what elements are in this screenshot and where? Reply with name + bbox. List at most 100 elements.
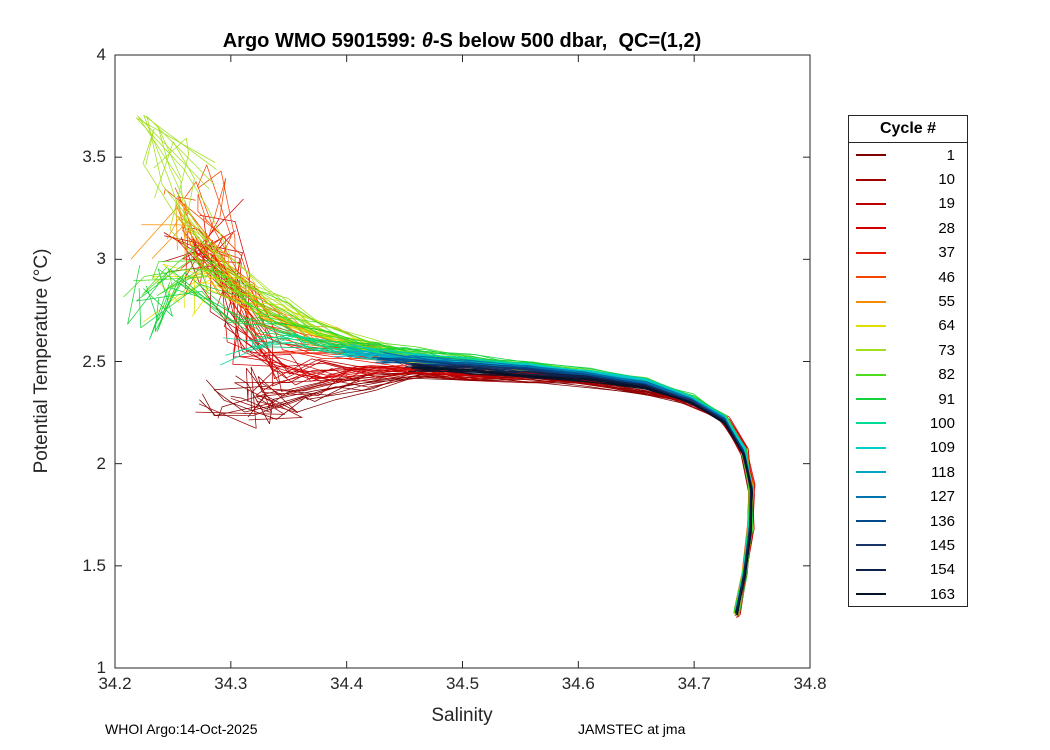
profile-line xyxy=(247,377,753,616)
y-tick-label: 4 xyxy=(96,45,106,64)
legend-entry-label: 55 xyxy=(938,293,955,311)
profile-line xyxy=(181,246,753,612)
profile-line xyxy=(143,268,752,614)
profile-line xyxy=(193,243,753,613)
x-tick-label: 34.2 xyxy=(98,674,132,693)
legend-entry-label: 100 xyxy=(929,414,955,432)
profile-line xyxy=(130,207,754,612)
profile-line xyxy=(182,225,754,615)
profile-line xyxy=(163,232,755,618)
legend-line-sample xyxy=(856,422,886,425)
legend-entry-label: 73 xyxy=(938,341,955,359)
legend-entry: 64 xyxy=(849,314,967,338)
legend-entry-label: 28 xyxy=(938,219,955,237)
profile-line xyxy=(199,214,756,615)
profile-line xyxy=(183,239,752,614)
legend-title: Cycle # xyxy=(849,116,967,143)
legend: Cycle # 1 10 19 28 37 46 55 64 73 82 91 100 109 118 12… xyxy=(848,115,968,608)
y-tick-label: 1.5 xyxy=(82,555,106,575)
x-tick-label: 34.3 xyxy=(214,674,248,693)
profile-line xyxy=(241,346,752,611)
profile-line xyxy=(141,224,754,614)
profile-line xyxy=(207,218,754,615)
profile-line xyxy=(180,236,755,616)
legend-line-sample xyxy=(856,373,886,376)
y-tick-label: 1 xyxy=(96,658,106,677)
profile-line xyxy=(246,367,752,615)
profile-line xyxy=(217,373,755,617)
legend-entry-label: 136 xyxy=(929,512,955,530)
profile-line xyxy=(127,265,753,616)
profile-line xyxy=(199,373,755,616)
profile-line xyxy=(379,351,753,615)
legend-line-sample xyxy=(856,227,886,230)
x-axis-label: Salinity xyxy=(431,705,493,726)
legend-entry: 10 xyxy=(849,167,967,191)
legend-line-sample xyxy=(856,202,886,205)
profile-line xyxy=(138,284,753,615)
y-tick-label: 2 xyxy=(96,453,106,473)
profile-line xyxy=(149,282,753,615)
legend-entry: 91 xyxy=(849,387,967,411)
legend-line-sample xyxy=(856,324,886,327)
legend-entry: 118 xyxy=(849,460,967,484)
profile-line xyxy=(339,348,752,614)
x-tick-label: 34.6 xyxy=(561,674,595,693)
profile-line xyxy=(209,232,754,619)
profile-line xyxy=(152,260,750,613)
legend-line-sample xyxy=(856,276,886,279)
profile-line xyxy=(200,232,751,613)
profile-line xyxy=(416,368,753,615)
legend-line-sample xyxy=(856,544,886,547)
legend-entry-label: 109 xyxy=(929,439,955,457)
profile-line xyxy=(341,350,752,613)
legend-line-sample xyxy=(856,520,886,523)
legend-entry-label: 127 xyxy=(929,488,955,506)
y-tick-label: 2.5 xyxy=(82,351,106,371)
footer-left-credit: WHOI Argo:14-Oct-2025 xyxy=(105,721,258,737)
legend-entry-label: 145 xyxy=(929,536,955,554)
legend-entry: 100 xyxy=(849,411,967,435)
legend-entry-label: 1 xyxy=(946,146,955,164)
plot-title: Argo WMO 5901599: θ-S below 500 dbar, QC… xyxy=(223,30,702,53)
legend-entry: 163 xyxy=(849,582,967,606)
legend-entry: 19 xyxy=(849,192,967,216)
legend-line-sample xyxy=(856,568,886,571)
legend-entry-label: 163 xyxy=(929,585,955,603)
legend-entry: 136 xyxy=(849,509,967,533)
profile-line xyxy=(345,351,752,614)
profile-line xyxy=(346,351,752,614)
profile-line xyxy=(195,373,750,613)
profile-line xyxy=(234,369,753,614)
y-tick-label: 3 xyxy=(96,249,106,269)
profile-line xyxy=(136,277,752,614)
profile-line xyxy=(343,352,752,613)
profile-line xyxy=(414,359,753,616)
profile-line xyxy=(156,278,753,615)
legend-entry-label: 64 xyxy=(938,317,955,335)
profile-line xyxy=(347,350,752,613)
profile-line xyxy=(206,368,753,615)
profile-line xyxy=(383,352,752,616)
legend-line-sample xyxy=(856,446,886,449)
profile-line xyxy=(343,348,753,613)
legend-entry-label: 154 xyxy=(929,561,955,579)
profile-line xyxy=(349,344,752,613)
profile-line xyxy=(332,354,752,613)
profile-line xyxy=(123,268,752,615)
legend-entry-label: 82 xyxy=(938,366,955,384)
legend-line-sample xyxy=(856,471,886,474)
legend-line-sample xyxy=(856,154,886,157)
legend-entry-label: 46 xyxy=(938,268,955,286)
profile-line xyxy=(230,375,753,615)
profile-line xyxy=(198,236,754,617)
profile-line xyxy=(250,367,753,614)
profile-line xyxy=(255,372,753,614)
profile-line xyxy=(189,227,755,616)
legend-line-sample xyxy=(856,495,886,498)
profile-line xyxy=(163,188,750,612)
profile-line xyxy=(180,236,755,613)
profile-line xyxy=(194,276,753,614)
